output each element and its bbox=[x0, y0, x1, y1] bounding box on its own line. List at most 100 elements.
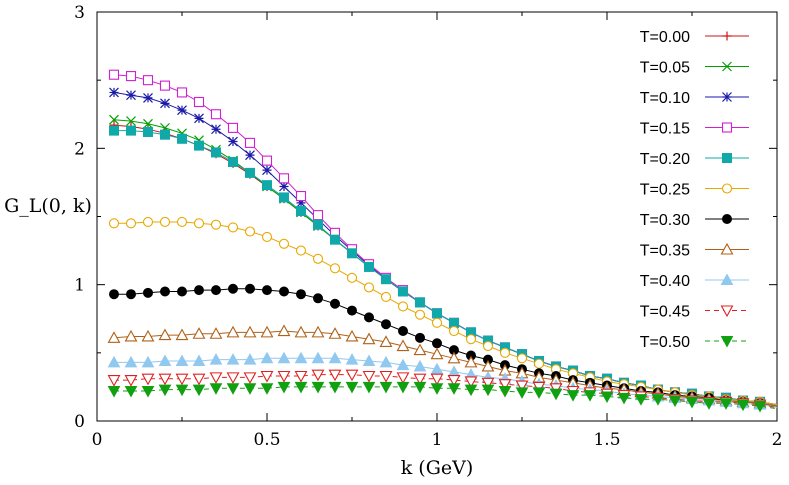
data-point bbox=[498, 386, 512, 398]
data-point bbox=[328, 381, 342, 394]
data-point bbox=[396, 372, 410, 385]
data-point bbox=[177, 133, 187, 144]
data-point bbox=[210, 109, 222, 120]
data-point bbox=[107, 355, 121, 368]
data-point bbox=[532, 387, 546, 399]
data-point bbox=[430, 383, 444, 395]
y-axis-title: G_L(0, k) bbox=[4, 195, 92, 217]
data-point bbox=[245, 283, 255, 294]
data-point bbox=[499, 347, 511, 358]
data-point bbox=[243, 372, 257, 385]
data-point bbox=[228, 283, 238, 294]
data-point bbox=[464, 384, 478, 397]
data-point bbox=[447, 351, 461, 364]
series-line bbox=[114, 386, 778, 410]
data-point bbox=[209, 327, 223, 339]
data-point bbox=[192, 354, 206, 367]
data-point bbox=[142, 216, 154, 228]
data-point bbox=[296, 289, 306, 300]
data-point bbox=[124, 375, 138, 387]
data-point bbox=[347, 248, 357, 259]
data-point bbox=[194, 113, 204, 124]
data-point bbox=[516, 353, 528, 364]
data-point bbox=[346, 272, 358, 283]
data-point bbox=[294, 370, 308, 383]
data-point bbox=[413, 343, 427, 356]
data-point bbox=[193, 96, 205, 108]
data-point bbox=[414, 309, 426, 320]
series-T=0.50 bbox=[107, 381, 778, 413]
data-point bbox=[262, 180, 272, 191]
data-point bbox=[210, 219, 222, 230]
data-point bbox=[448, 325, 460, 337]
data-point bbox=[176, 87, 188, 98]
data-point bbox=[379, 370, 393, 383]
data-point bbox=[228, 156, 238, 167]
data-point bbox=[141, 329, 155, 342]
data-point bbox=[329, 263, 341, 274]
data-point bbox=[262, 285, 272, 296]
data-point bbox=[413, 381, 427, 394]
legend-label: T=0.15 bbox=[640, 121, 690, 138]
data-point bbox=[141, 373, 155, 386]
data-point bbox=[175, 328, 189, 341]
data-point bbox=[311, 325, 325, 338]
data-point bbox=[192, 327, 206, 339]
data-point bbox=[430, 373, 444, 386]
data-point bbox=[311, 381, 325, 394]
data-point bbox=[243, 325, 257, 338]
data-point bbox=[294, 381, 308, 394]
data-point bbox=[328, 327, 342, 339]
data-point bbox=[277, 381, 291, 394]
data-point bbox=[685, 396, 699, 409]
data-point bbox=[719, 398, 733, 410]
data-point bbox=[107, 331, 121, 343]
data-point bbox=[141, 355, 155, 368]
data-point bbox=[413, 359, 427, 372]
data-point bbox=[364, 261, 374, 272]
data-point bbox=[278, 238, 290, 249]
data-point bbox=[159, 216, 171, 228]
data-point bbox=[194, 140, 204, 151]
legend-marker bbox=[722, 31, 732, 41]
data-point bbox=[228, 136, 238, 147]
data-point bbox=[364, 312, 374, 323]
data-point bbox=[260, 351, 274, 364]
data-point bbox=[124, 329, 138, 342]
data-point bbox=[226, 383, 240, 395]
data-point bbox=[227, 122, 239, 133]
data-point bbox=[345, 329, 359, 342]
legend-label: T=0.30 bbox=[640, 212, 690, 229]
legend-label: T=0.05 bbox=[640, 60, 690, 77]
data-point bbox=[583, 390, 597, 402]
x-axis-title: k (GeV) bbox=[401, 457, 474, 479]
data-point bbox=[397, 301, 409, 312]
data-point bbox=[194, 285, 204, 296]
legend-marker bbox=[722, 92, 732, 102]
data-point bbox=[380, 291, 392, 302]
data-point bbox=[245, 167, 255, 178]
data-point bbox=[158, 328, 172, 341]
series-T=0.40 bbox=[107, 351, 778, 410]
data-point bbox=[109, 114, 119, 125]
data-point bbox=[211, 124, 221, 135]
data-point bbox=[226, 353, 240, 365]
legend-label: T=0.00 bbox=[640, 29, 690, 46]
series-line bbox=[114, 374, 778, 408]
legend-marker bbox=[721, 183, 733, 194]
data-point bbox=[345, 381, 359, 394]
data-point bbox=[381, 319, 391, 330]
series-layer bbox=[107, 69, 778, 413]
data-point bbox=[277, 351, 291, 364]
data-point bbox=[108, 69, 120, 80]
y-tick-label: 1 bbox=[74, 276, 85, 296]
data-point bbox=[261, 155, 273, 166]
data-point bbox=[260, 370, 274, 383]
data-point bbox=[211, 285, 221, 296]
data-point bbox=[398, 286, 408, 297]
data-point bbox=[396, 358, 410, 371]
legend-marker bbox=[722, 153, 732, 163]
data-point bbox=[124, 386, 138, 398]
data-point bbox=[736, 399, 750, 412]
